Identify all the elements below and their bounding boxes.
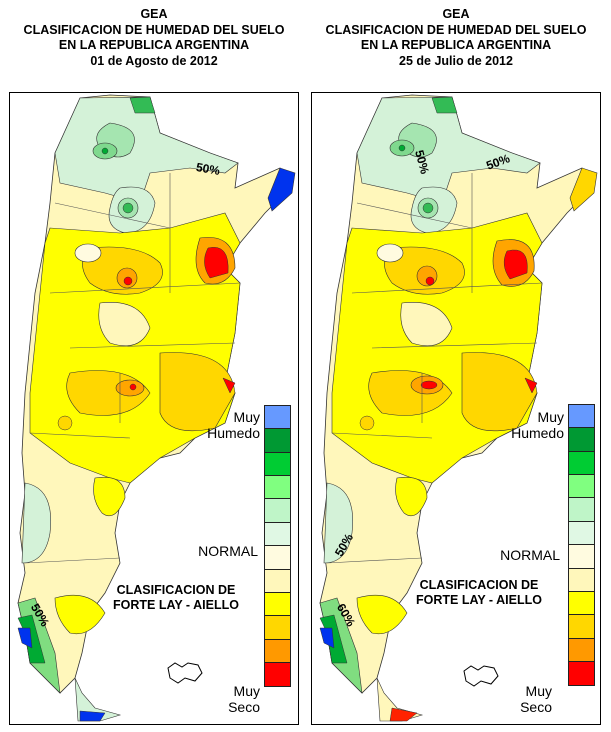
tierra-del-fuego xyxy=(74,677,122,722)
legend-swatch-3 xyxy=(264,451,291,477)
northeast-very-wet-zone xyxy=(267,167,296,212)
malvinas-islands xyxy=(167,662,203,684)
left-heading: CLASIFICACION DE HUMEDAD DEL SUELO xyxy=(23,22,285,37)
legend-swatch-9 xyxy=(264,592,291,617)
northeast-zone xyxy=(569,167,598,212)
legend-color-scale xyxy=(568,403,595,686)
legend-swatch-6 xyxy=(264,521,291,547)
classification-method: CLASIFICACION DE FORTE LAY - AIELLO xyxy=(113,583,239,612)
legend-swatch-11 xyxy=(568,637,595,663)
legend-swatch-7 xyxy=(568,544,595,569)
left-date: 01 de Agosto de 2012 xyxy=(90,53,218,68)
legend-very-wet-label: Muy Humedo xyxy=(207,409,260,441)
left-map-title: GEA CLASIFICACION DE HUMEDAD DEL SUELO E… xyxy=(4,7,304,69)
classification-method: CLASIFICACION DE FORTE LAY - AIELLO xyxy=(416,578,542,607)
right-heading: CLASIFICACION DE HUMEDAD DEL SUELO xyxy=(325,22,587,37)
legend-swatch-7 xyxy=(264,545,291,570)
legend-normal-label: NORMAL xyxy=(198,543,258,559)
right-map-panel: 50% 50% 50% 60% Muy Humedo NORMAL CLASIFI… xyxy=(311,92,601,725)
legend-swatch-6 xyxy=(568,520,595,546)
left-org: GEA xyxy=(140,7,168,21)
entre-rios-very-dry-zone xyxy=(503,249,528,280)
legend-very-dry-label: Muy Seco xyxy=(228,683,260,715)
legend-normal-label: NORMAL xyxy=(500,547,560,563)
right-region: EN LA REPUBLICA ARGENTINA xyxy=(360,38,552,52)
legend-swatch-5 xyxy=(264,498,291,524)
legend-swatch-11 xyxy=(264,638,291,664)
legend-swatch-10 xyxy=(264,615,291,641)
legend-very-wet-label: Muy Humedo xyxy=(511,409,564,441)
entre-rios-very-dry-zone xyxy=(204,247,229,279)
north-wet-zone xyxy=(356,96,541,204)
legend-swatch-8 xyxy=(264,568,291,594)
legend-swatch-4 xyxy=(568,474,595,499)
legend-swatch-10 xyxy=(568,614,595,640)
left-map-panel: 50% 50% Muy Humedo NORMAL CLASIFICACION D… xyxy=(9,92,299,725)
legend-swatch-1 xyxy=(568,403,595,429)
legend-swatch-12 xyxy=(264,662,291,687)
legend-swatch-1 xyxy=(264,404,291,430)
legend-swatch-2 xyxy=(264,428,291,453)
legend-swatch-9 xyxy=(568,591,595,616)
right-soil-moisture-map xyxy=(319,94,598,722)
legend-swatch-5 xyxy=(568,497,595,523)
legend-swatch-4 xyxy=(264,475,291,500)
north-wet-zone xyxy=(54,96,239,204)
legend-swatch-3 xyxy=(568,450,595,476)
right-map-title: GEA CLASIFICACION DE HUMEDAD DEL SUELO E… xyxy=(306,7,606,69)
left-soil-moisture-map xyxy=(17,94,296,722)
legend-swatch-8 xyxy=(568,567,595,593)
left-region: EN LA REPUBLICA ARGENTINA xyxy=(58,38,250,52)
right-org: GEA xyxy=(442,7,470,21)
tierra-del-fuego xyxy=(376,677,424,722)
legend-swatch-12 xyxy=(568,661,595,686)
legend-swatch-2 xyxy=(568,427,595,452)
legend-color-scale xyxy=(264,404,291,687)
legend-very-dry-label: Muy Seco xyxy=(520,683,552,715)
malvinas-islands xyxy=(463,665,499,687)
right-date: 25 de Julio de 2012 xyxy=(399,53,513,68)
